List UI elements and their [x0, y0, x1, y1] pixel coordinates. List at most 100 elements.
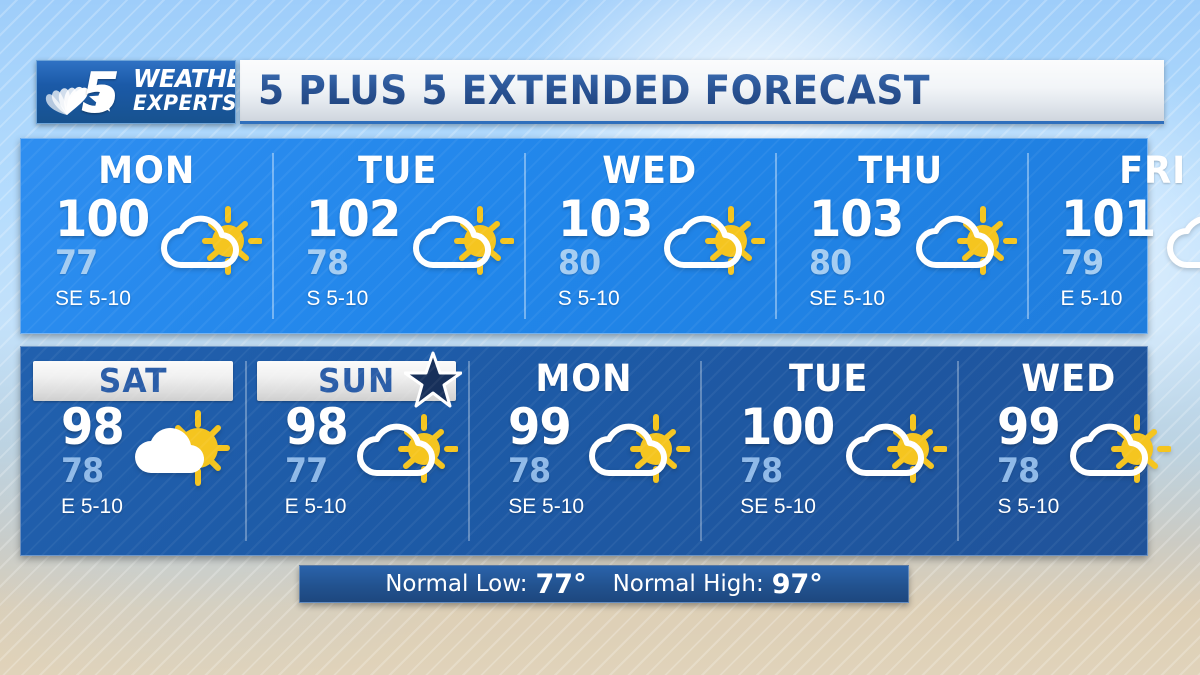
forecast-day-card[interactable]: MON 100 77 SE 5-10	[21, 139, 272, 333]
temperature-group: 100 77 SE 5-10	[31, 193, 156, 312]
forecast-day-card[interactable]: TUE 100 78 SE 5-10	[700, 347, 957, 555]
temperature-group: 102 78 S 5-10	[282, 193, 407, 312]
station-logo: 5 WEATHER EXPERTS	[36, 60, 236, 124]
wind-text: S 5-10	[306, 287, 369, 310]
partly-cloudy-icon	[846, 414, 948, 483]
weather-icon-slot	[659, 193, 766, 285]
day-label: MON	[535, 357, 633, 400]
temperature-group: 98 78 E 5-10	[31, 401, 129, 520]
partly-cloudy-icon	[915, 206, 1017, 275]
weather-icon-slot	[911, 193, 1017, 285]
high-temp: 103	[809, 190, 904, 248]
partly-cloudy-icon	[357, 414, 459, 483]
day-label-highlight: SUN	[256, 351, 463, 408]
low-temp: 78	[61, 451, 104, 491]
weather-icon-slot	[129, 401, 235, 493]
forecast-day-card[interactable]: THU 103 80 SE 5-10	[775, 139, 1026, 333]
day-label-pill: SAT	[33, 361, 233, 401]
low-temp: 78	[740, 451, 783, 491]
wind-text: E 5-10	[1060, 287, 1123, 310]
low-temp: 77	[55, 243, 98, 283]
header: 5 WEATHER EXPERTS 5 PLUS 5 EXTENDED FORE…	[36, 60, 1164, 124]
weather-icon-slot	[841, 401, 948, 493]
high-temp: 101	[1060, 190, 1156, 248]
low-temp: 78	[508, 451, 551, 491]
wind-text: SE 5-10	[809, 287, 886, 310]
day-label: SUN	[317, 361, 395, 400]
forecast-day-card[interactable]: WED 103 80 S 5-10	[523, 139, 775, 333]
high-temp: 98	[61, 398, 125, 456]
partly-cloudy-icon	[1070, 414, 1172, 483]
weather-icon-slot	[408, 193, 514, 285]
low-temp: 79	[1060, 243, 1104, 283]
title-bar: 5 PLUS 5 EXTENDED FORECAST	[240, 60, 1164, 124]
normal-low-label: Normal Low:	[385, 571, 528, 597]
partly-cloudy-icon	[412, 206, 514, 275]
day-label: TUE	[358, 149, 438, 192]
mostly-sunny-icon	[134, 410, 230, 486]
wind-text: SE 5-10	[55, 287, 131, 310]
high-temp: 100	[55, 190, 150, 248]
temperature-group: 99 78 SE 5-10	[478, 401, 584, 520]
partly-cloudy-icon	[589, 414, 691, 483]
high-temp: 102	[306, 190, 401, 248]
low-temp: 80	[557, 243, 601, 283]
wind-text: E 5-10	[284, 495, 347, 518]
temperature-group: 101 79 E 5-10	[1037, 193, 1162, 312]
wind-text: S 5-10	[997, 495, 1060, 518]
weather-icon-slot	[352, 401, 459, 493]
normal-low-value: 77°	[535, 568, 587, 600]
partly-cloudy-icon	[664, 206, 766, 275]
weather-icon-slot	[156, 193, 263, 285]
temperature-group: 99 78 S 5-10	[967, 401, 1065, 520]
day-label: THU	[858, 149, 944, 192]
nbc-peacock-icon	[45, 86, 89, 115]
forecast-row-2: SAT 98 78 E 5-10	[20, 346, 1172, 556]
wind-text: E 5-10	[61, 495, 123, 518]
forecast-day-card[interactable]: TUE 102 78 S 5-10	[272, 139, 523, 333]
wind-text: SE 5-10	[740, 495, 816, 518]
low-temp: 80	[809, 243, 852, 283]
forecast-day-card[interactable]: MON 99 78 SE 5-10	[468, 347, 700, 555]
normal-high-value: 97°	[771, 568, 823, 600]
temperature-group: 98 77 E 5-10	[255, 401, 353, 520]
wind-text: S 5-10	[557, 287, 620, 310]
page-title: 5 PLUS 5 EXTENDED FORECAST	[258, 67, 930, 114]
temperature-group: 103 80 SE 5-10	[785, 193, 910, 312]
temperature-group: 100 78 SE 5-10	[710, 401, 841, 520]
day-label-highlight: SAT	[33, 361, 233, 401]
high-temp: 100	[740, 398, 835, 456]
partly-cloudy-icon	[161, 206, 263, 275]
day-label: WED	[602, 149, 697, 192]
high-temp: 99	[997, 398, 1061, 456]
weather-icon-slot	[1162, 193, 1200, 285]
high-temp: 98	[284, 398, 349, 456]
high-temp: 103	[557, 190, 653, 248]
day-label: SAT	[98, 361, 168, 400]
logo-experts-text: EXPERTS	[133, 91, 236, 115]
forecast-day-card[interactable]: SAT 98 78 E 5-10	[21, 347, 245, 555]
forecast-row-1: MON 100 77 SE 5-10	[20, 138, 1200, 334]
temperature-group: 103 80 S 5-10	[534, 193, 659, 312]
day-label: MON	[98, 149, 196, 192]
partly-cloudy-icon	[1166, 216, 1200, 268]
forecast-day-card[interactable]: FRI 101 79 E 5-10	[1026, 139, 1200, 333]
low-temp: 78	[306, 243, 349, 283]
wind-text: SE 5-10	[508, 495, 585, 518]
forecast-day-card[interactable]: SUN 98 77 E 5-10	[244, 347, 469, 555]
low-temp: 77	[284, 451, 328, 491]
day-label: FRI	[1118, 149, 1186, 192]
low-temp: 78	[997, 451, 1040, 491]
day-label: WED	[1021, 357, 1117, 400]
normal-high-label: Normal High:	[612, 571, 764, 597]
cowboys-star-icon	[404, 351, 463, 408]
weather-icon-slot	[584, 401, 691, 493]
normals-bar: Normal Low: 77° Normal High: 97°	[299, 565, 909, 603]
high-temp: 99	[508, 398, 572, 456]
logo-weather-text: WEATHER	[133, 64, 235, 93]
forecast-day-card[interactable]: WED 99 78 S 5-10	[957, 347, 1181, 555]
weather-icon-slot	[1065, 401, 1172, 493]
day-label: TUE	[789, 357, 869, 400]
star-icon	[89, 87, 115, 112]
